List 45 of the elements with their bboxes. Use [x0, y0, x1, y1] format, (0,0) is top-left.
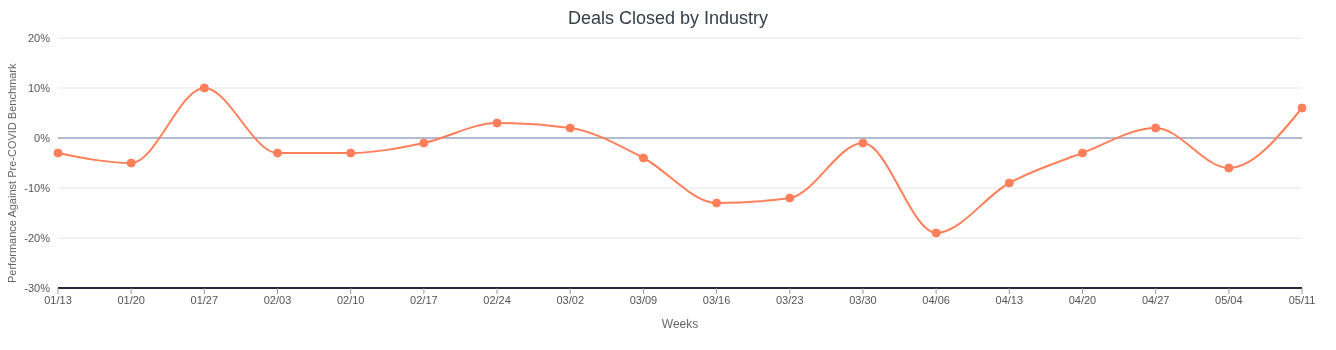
point — [785, 193, 795, 203]
x-tick-label: 01/13 — [44, 293, 72, 306]
point — [1224, 163, 1234, 173]
x-tick-label: 04/27 — [1141, 293, 1170, 306]
point — [199, 83, 209, 93]
y-tick-label: -30% — [24, 281, 51, 294]
y-tick-label: 10% — [27, 81, 51, 94]
point — [1297, 103, 1307, 113]
point — [126, 158, 136, 168]
y-tick-label: -20% — [24, 231, 51, 244]
point — [931, 228, 941, 238]
point — [638, 153, 648, 163]
point — [346, 148, 356, 158]
x-tick-label: 02/10 — [336, 293, 365, 306]
point — [492, 118, 502, 128]
x-tick-label: 03/23 — [776, 293, 804, 306]
point — [273, 148, 283, 158]
x-tick-label: 05/11 — [1288, 293, 1316, 306]
x-tick-label: 03/16 — [702, 293, 731, 306]
point — [1151, 123, 1161, 133]
chart-title: Deals Closed by Industry — [566, 8, 770, 28]
y-axis-title: Performance Against Pre-COVID Benchmark — [5, 63, 18, 283]
x-tick-label: 04/20 — [1068, 293, 1097, 306]
y-tick-label: 0% — [34, 131, 51, 144]
x-tick-label: 01/27 — [190, 293, 219, 306]
x-tick-label: 02/03 — [263, 293, 292, 306]
x-tick-label: 02/17 — [410, 293, 438, 306]
x-tick-label: 03/30 — [849, 293, 877, 306]
point — [1004, 178, 1014, 188]
x-tick-label: 03/09 — [629, 293, 658, 306]
point — [565, 123, 575, 133]
x-tick-label: 04/06 — [922, 293, 950, 306]
point — [712, 198, 722, 208]
y-tick-label: -10% — [24, 181, 51, 194]
point — [858, 138, 868, 148]
y-tick-label: 20% — [27, 31, 51, 44]
x-tick-label: 04/13 — [995, 293, 1024, 306]
point — [1077, 148, 1087, 158]
x-tick-label: 02/24 — [483, 293, 511, 306]
point — [53, 148, 63, 158]
x-tick-label: 03/02 — [556, 293, 584, 306]
x-tick-label: 01/20 — [117, 293, 145, 306]
x-axis-title: Weeks — [661, 317, 699, 331]
point — [419, 138, 429, 148]
x-tick-label: 05/04 — [1215, 293, 1243, 306]
